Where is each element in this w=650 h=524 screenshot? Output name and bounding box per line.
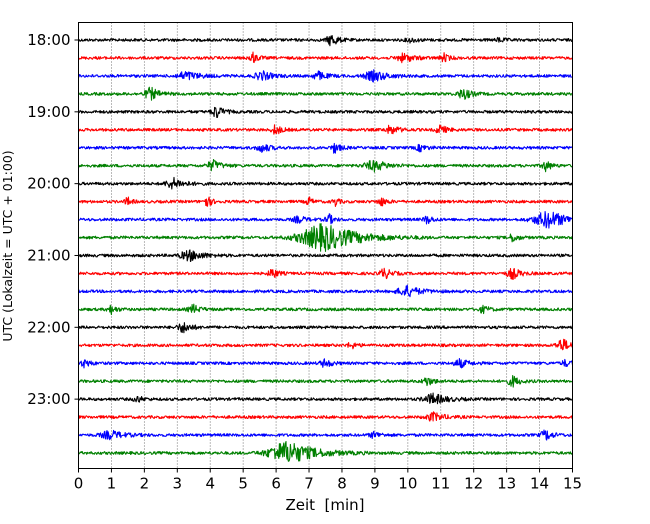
x-tick-label: 5 [238,475,248,493]
trace-2015 [77,196,573,208]
trace-2330 [77,429,573,441]
x-axis: 0 1 2 3 4 5 6 7 8 9 10 11 12 13 14 15 [74,468,582,493]
x-tick-label: 2 [140,475,150,493]
y-tick-label: 20:00 [27,175,70,193]
x-tick-label: 3 [173,475,183,493]
y-axis: 18:00 19:00 20:00 21:00 22:00 23:00 [27,31,79,408]
trace-1900 [78,106,574,119]
x-tick-label: 15 [563,475,582,493]
trace-1815 [78,51,573,64]
y-tick-label: 23:00 [27,390,70,408]
trace-1800 [78,35,573,47]
trace-2315 [77,411,574,422]
trace-2145 [78,303,573,316]
x-tick-label: 11 [431,475,450,493]
trace-1930 [77,142,574,154]
trace-2215 [77,338,574,351]
x-tick-label: 4 [205,475,215,493]
x-tick-label: 9 [370,475,380,493]
trace-2100 [78,249,573,263]
x-tick-label: 6 [271,475,281,493]
y-tick-label: 22:00 [27,318,70,336]
trace-2200 [77,322,574,334]
trace-2245 [78,374,574,388]
plot-frame [78,22,573,469]
x-axis-label: Zeit [min] [285,496,364,514]
trace-2130 [77,284,574,298]
y-axis-label: UTC (Lokalzeit = UTC + 01:00) [0,150,15,341]
y-tick-label: 18:00 [27,31,70,49]
x-tick-label: 7 [304,475,314,493]
y-tick-label: 21:00 [27,246,70,264]
trace-1915 [78,124,574,135]
x-tick-label: 14 [530,475,549,493]
trace-1945 [78,158,573,173]
trace-2030 [78,211,574,229]
x-tick-label: 0 [74,475,84,493]
trace-2345 [78,440,573,462]
x-tick-label: 1 [107,475,117,493]
trace-1845 [78,86,573,101]
trace-2045 [78,223,574,252]
seismogram-traces [77,35,574,462]
trace-2115 [77,267,574,280]
trace-2230 [77,358,574,369]
x-tick-label: 10 [398,475,417,493]
y-tick-label: 19:00 [27,103,70,121]
x-tick-label: 12 [464,475,483,493]
x-tick-label: 13 [497,475,516,493]
trace-2000 [78,176,573,190]
x-tick-label: 8 [337,475,347,493]
trace-2300 [77,392,574,405]
trace-1830 [78,69,573,83]
